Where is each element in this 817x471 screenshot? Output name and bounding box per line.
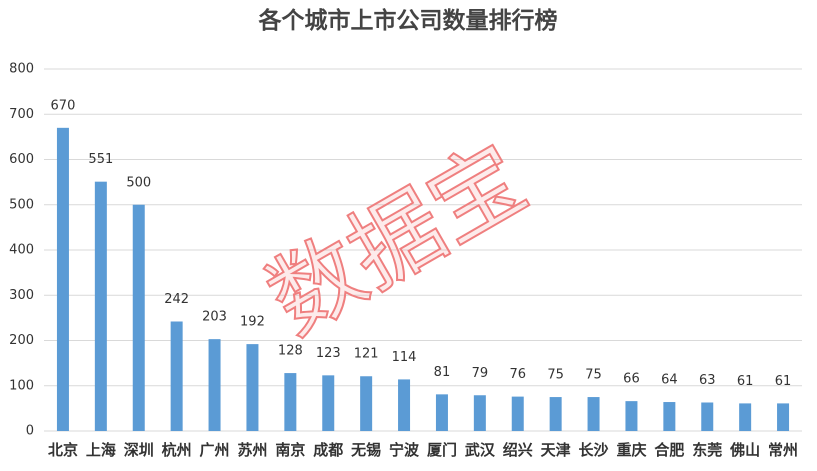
bar <box>663 402 676 431</box>
bar <box>777 403 790 431</box>
data-label: 66 <box>623 372 640 387</box>
x-tick-label: 宁波 <box>389 441 420 459</box>
data-label: 551 <box>88 152 113 167</box>
x-tick-label: 佛山 <box>729 441 760 459</box>
x-tick-label: 东莞 <box>692 441 722 459</box>
data-label: 81 <box>434 365 451 380</box>
data-label: 114 <box>392 350 417 365</box>
data-label: 79 <box>472 366 489 381</box>
data-label: 75 <box>547 368 564 383</box>
data-label: 500 <box>126 175 151 190</box>
y-tick-label: 500 <box>9 197 34 212</box>
bar <box>701 402 714 431</box>
y-tick-label: 200 <box>9 333 34 348</box>
data-label: 61 <box>737 374 754 389</box>
x-tick-label: 杭州 <box>162 441 192 459</box>
data-label: 75 <box>585 368 602 383</box>
bar <box>398 379 411 431</box>
x-tick-label: 南京 <box>275 441 305 459</box>
data-label: 192 <box>240 315 265 330</box>
bar <box>625 401 638 431</box>
bar <box>132 204 145 431</box>
x-tick-label: 常州 <box>768 441 798 459</box>
y-tick-label: 0 <box>26 424 34 439</box>
data-label: 61 <box>775 374 792 389</box>
bar <box>511 396 524 431</box>
watermark: 数据宝 <box>251 124 544 355</box>
bar <box>473 395 486 431</box>
data-label: 121 <box>354 347 379 362</box>
bar <box>435 394 448 431</box>
data-label: 203 <box>202 310 227 325</box>
bar <box>170 321 183 431</box>
x-tick-label: 北京 <box>48 441 78 459</box>
data-label: 670 <box>51 98 76 113</box>
data-label: 76 <box>509 367 526 382</box>
x-tick-label: 合肥 <box>653 441 684 459</box>
data-label: 128 <box>278 344 303 359</box>
x-tick-label: 成都 <box>313 441 343 459</box>
x-tick-label: 重庆 <box>616 441 646 459</box>
x-tick-label: 厦门 <box>427 441 457 459</box>
x-tick-label: 绍兴 <box>503 441 533 459</box>
bar <box>56 127 69 431</box>
y-tick-label: 100 <box>9 378 34 393</box>
x-tick-label: 深圳 <box>124 441 154 459</box>
data-label: 63 <box>699 373 716 388</box>
y-tick-label: 300 <box>9 288 34 303</box>
bar <box>208 339 221 431</box>
x-tick-label: 上海 <box>86 441 116 459</box>
y-tick-label: 800 <box>9 62 34 77</box>
data-label: 123 <box>316 346 341 361</box>
y-tick-label: 400 <box>9 243 34 258</box>
chart-title: 各个城市上市公司数量排行榜 <box>258 7 558 34</box>
y-tick-label: 600 <box>9 152 34 167</box>
bar <box>322 375 335 431</box>
bar <box>360 376 373 431</box>
bar <box>587 397 600 431</box>
bar <box>94 181 107 431</box>
x-tick-label: 天津 <box>541 441 571 459</box>
x-tick-label: 武汉 <box>465 441 496 459</box>
x-tick-label: 无锡 <box>350 441 381 459</box>
x-tick-label: 长沙 <box>579 441 609 459</box>
x-tick-label: 苏州 <box>237 441 267 459</box>
x-tick-label: 广州 <box>200 441 230 459</box>
bar <box>549 397 562 431</box>
data-label: 242 <box>164 292 189 307</box>
bar <box>284 373 297 431</box>
y-tick-label: 700 <box>9 107 34 122</box>
data-label: 64 <box>661 373 678 388</box>
bar <box>739 403 752 431</box>
bar <box>246 344 259 431</box>
